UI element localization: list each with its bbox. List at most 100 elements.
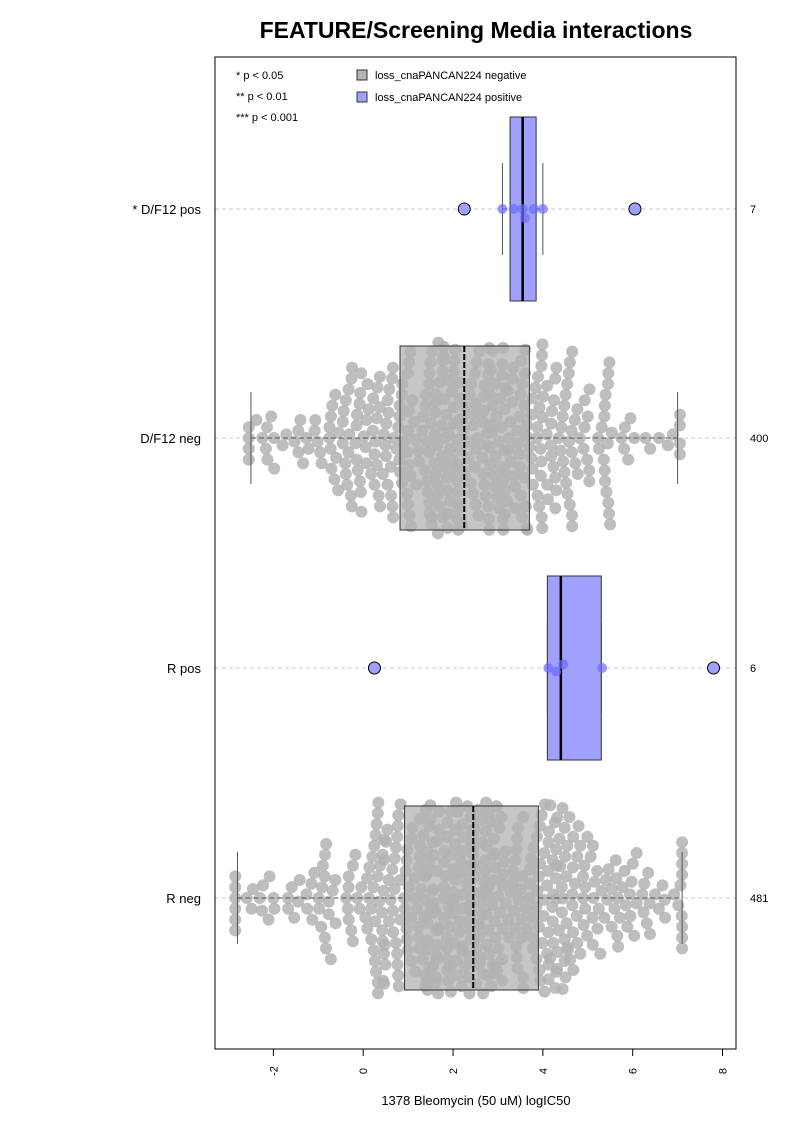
- data-point: [569, 457, 582, 470]
- data-point: [242, 453, 255, 466]
- data-point: [357, 430, 370, 443]
- data-point: [564, 953, 577, 966]
- data-point: [537, 390, 550, 403]
- data-point: [229, 881, 242, 894]
- data-point: [587, 892, 600, 904]
- data-point: [261, 453, 274, 466]
- data-point: [384, 460, 397, 473]
- data-point: [643, 897, 656, 910]
- data-point: [567, 926, 580, 939]
- data-point: [332, 484, 345, 497]
- data-point: [554, 860, 567, 873]
- data-point: [337, 405, 350, 417]
- data-point: [642, 866, 655, 879]
- data-point: [540, 428, 553, 441]
- data-point: [668, 888, 680, 901]
- data-point: [577, 870, 590, 883]
- data-point: [391, 830, 404, 843]
- data-point: [598, 410, 611, 423]
- data-point: [351, 408, 363, 421]
- data-point: [351, 892, 364, 904]
- data-point: [288, 911, 301, 924]
- data-point: [567, 830, 580, 843]
- data-point: [309, 414, 322, 426]
- data-point: [380, 835, 393, 848]
- data-point: [600, 874, 612, 886]
- data-point: [659, 911, 672, 924]
- data-point: [306, 913, 319, 926]
- data-point: [558, 399, 571, 412]
- data-point: [625, 875, 638, 888]
- data-point: [570, 910, 583, 922]
- data-point: [371, 807, 384, 820]
- x-tick-label: 0: [358, 1068, 370, 1074]
- data-point: [373, 370, 386, 383]
- data-point: [379, 450, 392, 462]
- data-point: [381, 823, 394, 836]
- data-point: [387, 926, 400, 939]
- data-point: [292, 895, 305, 908]
- data-point: [618, 442, 631, 455]
- data-point: [566, 520, 579, 533]
- data-point: [305, 877, 318, 890]
- data-point: [383, 915, 395, 928]
- data-point: [532, 370, 544, 383]
- data-point: [542, 865, 555, 877]
- data-point: [571, 937, 584, 949]
- data-point: [555, 881, 568, 894]
- data-point: [604, 518, 617, 531]
- data-point: [538, 893, 550, 906]
- data-point: [581, 453, 594, 466]
- data-point: [392, 969, 405, 982]
- data-point: [551, 666, 562, 677]
- data-point: [546, 915, 559, 928]
- data-point: [389, 937, 402, 949]
- data-point: [612, 940, 625, 953]
- outlier-point: [628, 202, 642, 216]
- data-point: [547, 460, 560, 473]
- data-point: [318, 931, 331, 944]
- data-point: [229, 892, 242, 904]
- data-point: [377, 884, 390, 897]
- data-point: [342, 881, 355, 894]
- data-point: [586, 938, 599, 951]
- box-layer: [236, 116, 721, 991]
- data-point: [609, 854, 622, 867]
- data-point: [325, 462, 338, 475]
- data-point: [535, 360, 548, 372]
- data-point: [381, 394, 394, 407]
- data-point: [326, 399, 339, 412]
- data-point: [362, 403, 375, 416]
- data-point: [561, 378, 574, 390]
- data-point: [342, 383, 355, 396]
- data-point: [369, 435, 382, 448]
- data-point: [566, 899, 579, 912]
- data-point: [329, 917, 342, 930]
- data-point: [394, 913, 407, 926]
- data-point: [618, 421, 631, 434]
- data-point: [556, 906, 568, 919]
- data-point: [551, 945, 564, 958]
- data-point: [365, 933, 378, 946]
- outlier-point: [367, 661, 381, 675]
- data-point: [536, 937, 549, 949]
- data-point: [533, 500, 546, 513]
- data-point: [558, 466, 571, 479]
- data-point: [619, 899, 632, 912]
- data-point: [294, 414, 307, 426]
- data-point: [551, 962, 563, 975]
- data-point: [544, 799, 557, 812]
- data-point: [349, 437, 362, 450]
- data-point: [245, 902, 258, 915]
- data-point: [528, 204, 539, 214]
- data-point: [602, 863, 615, 876]
- data-point: [365, 902, 378, 915]
- data-point: [597, 663, 608, 673]
- data-point: [579, 902, 592, 915]
- legend: * p < 0.05 ** p < 0.01 *** p < 0.001 loss_c…: [236, 69, 526, 124]
- data-point: [608, 902, 621, 915]
- x-tick-label: 4: [538, 1068, 550, 1074]
- data-point: [602, 378, 615, 390]
- data-point: [332, 426, 345, 439]
- group-count: 7: [750, 204, 756, 216]
